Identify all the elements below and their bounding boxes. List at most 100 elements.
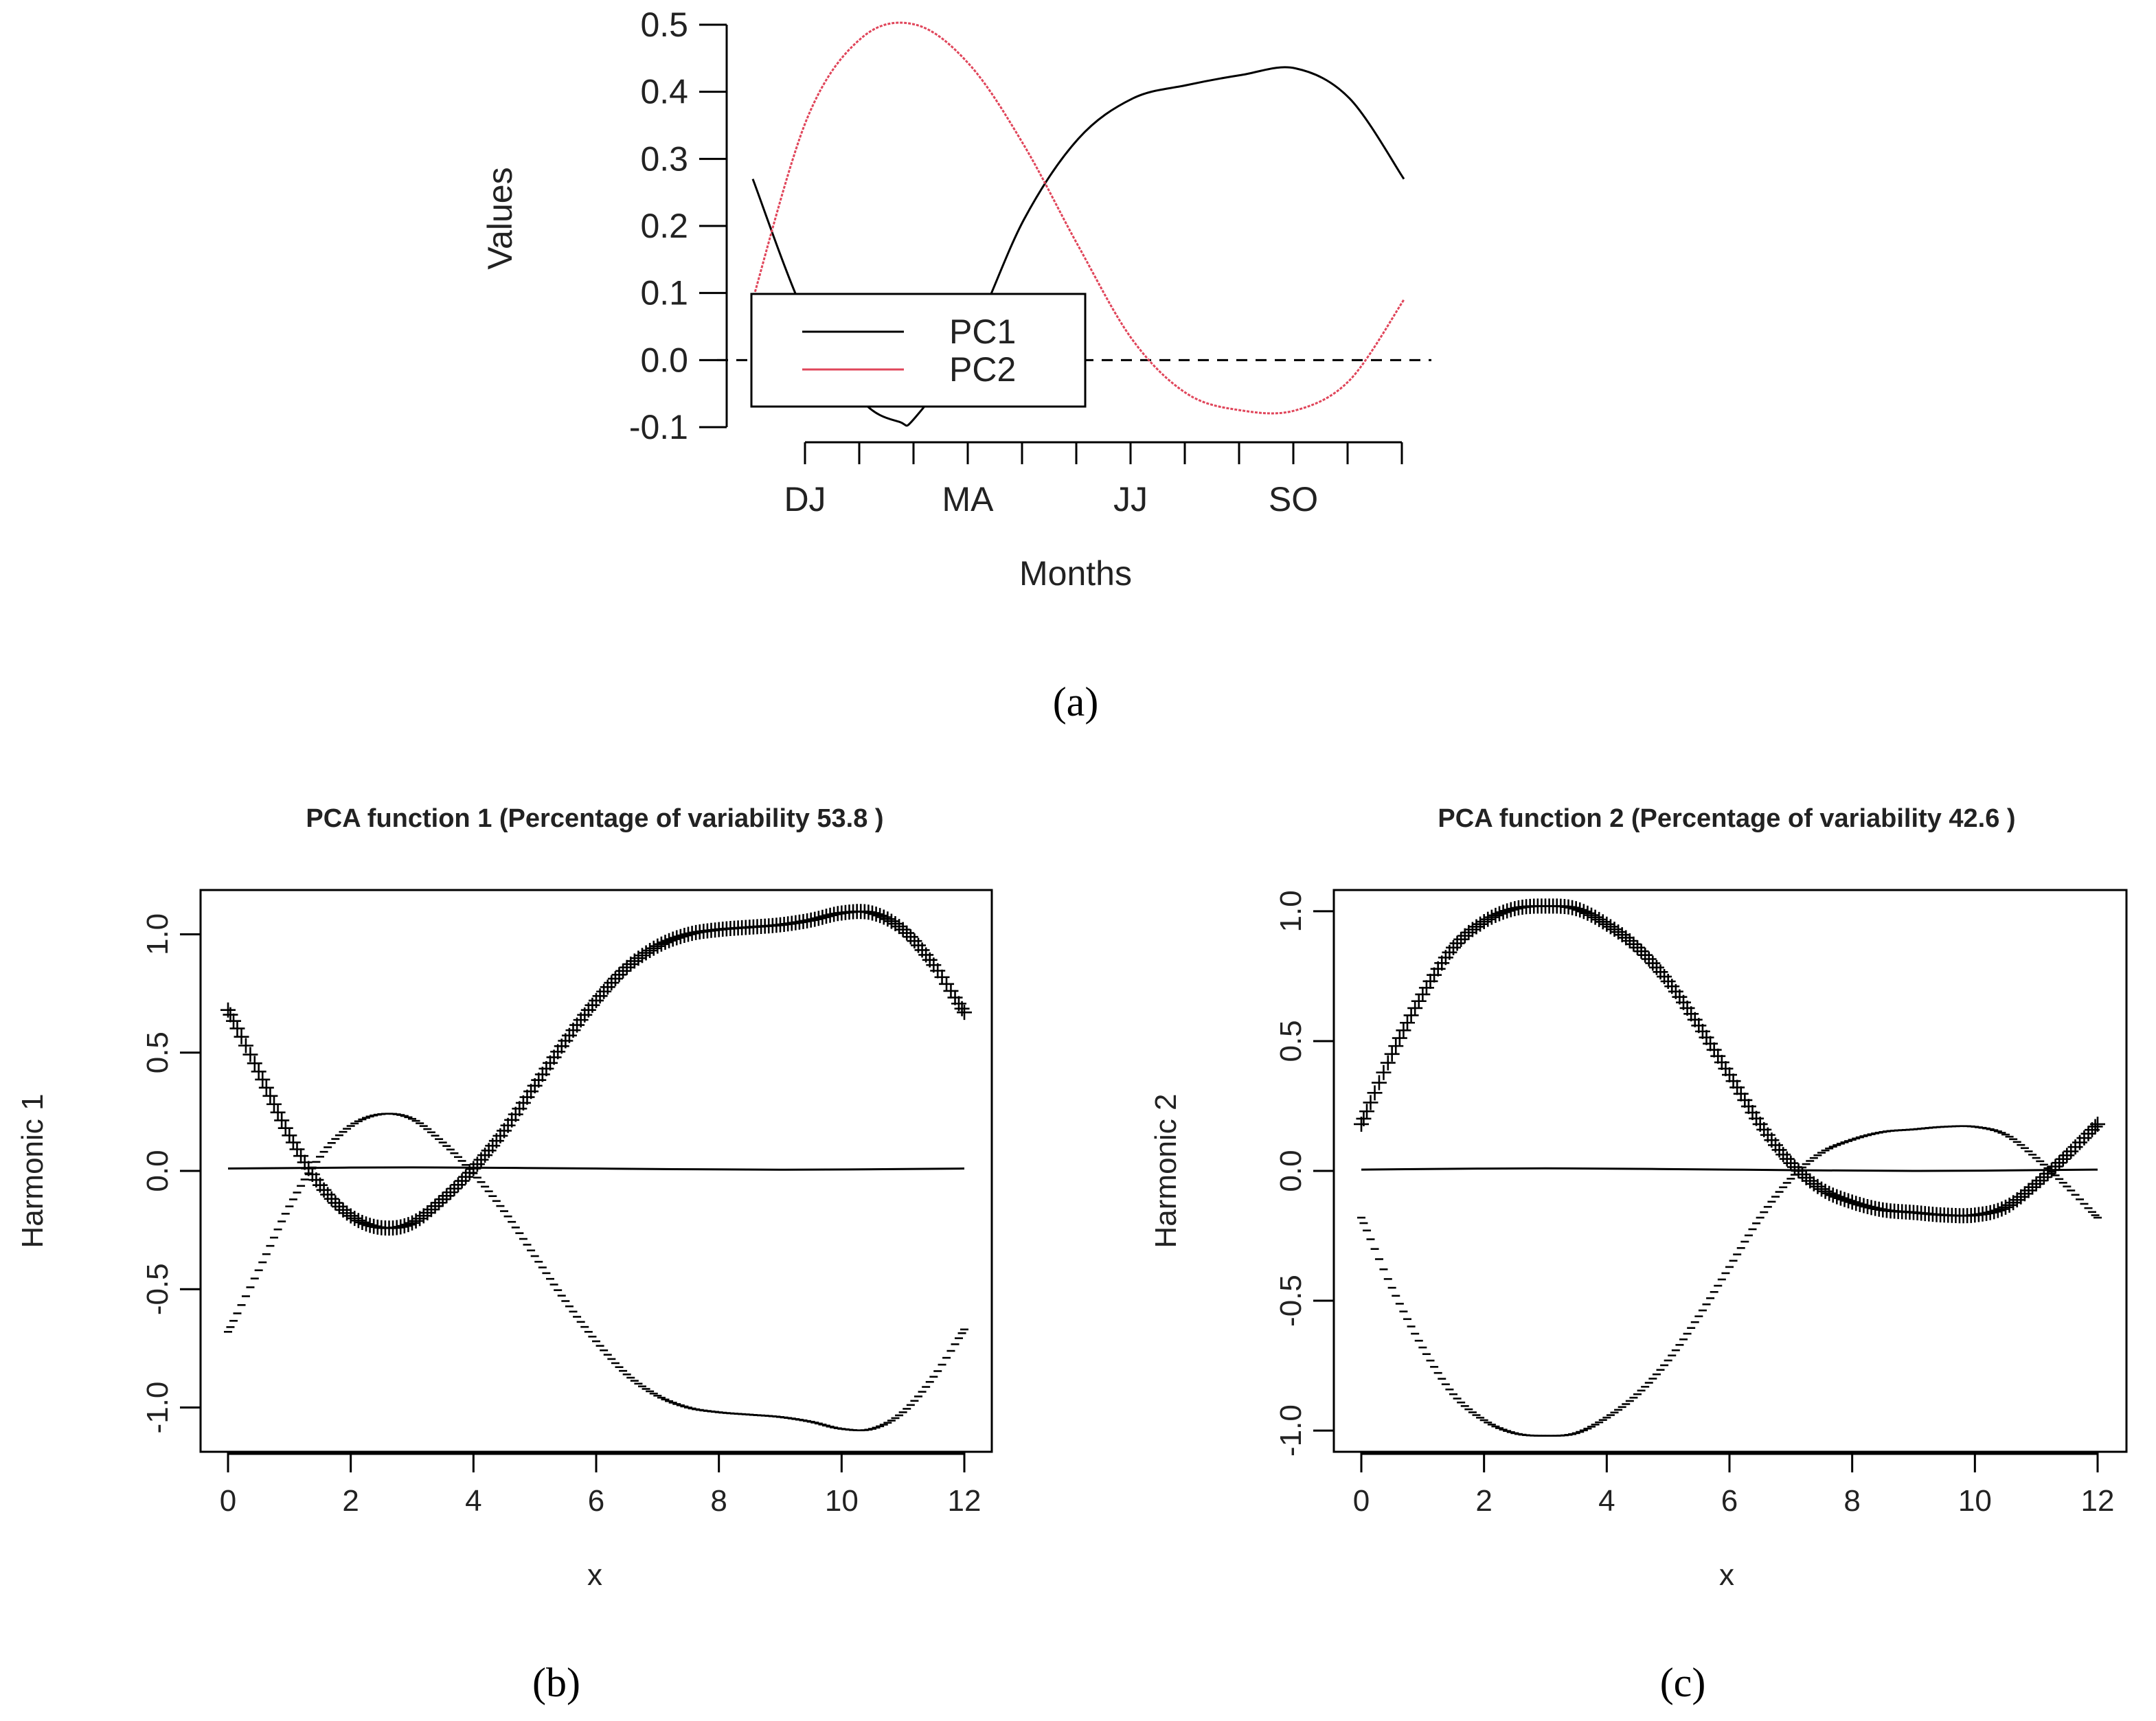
plus-marker — [2013, 1189, 2029, 1205]
plus-marker — [1602, 919, 1618, 935]
plus-marker — [451, 1177, 466, 1193]
y-tick-label-a: 0.2 — [640, 207, 688, 245]
legend-entry-pc1: PC1 — [949, 312, 1016, 351]
plus-marker — [1837, 1192, 1852, 1207]
plus-marker — [1461, 924, 1477, 940]
plus-marker — [665, 931, 681, 947]
plus-marker — [681, 926, 696, 942]
plus-marker — [604, 975, 620, 991]
plus-marker — [2009, 1192, 2025, 1208]
x-tick-label-a: JJ — [1113, 480, 1148, 518]
x-tick-label: 0 — [1353, 1484, 1370, 1518]
plus-marker — [1380, 1055, 1396, 1071]
plus-marker — [1363, 1095, 1378, 1110]
plus-marker — [1359, 1104, 1375, 1119]
y-tick-label-a: 0.4 — [640, 73, 688, 111]
mean-function-line — [1361, 1167, 2098, 1172]
x-tick-label: 4 — [465, 1484, 481, 1518]
plus-marker — [1607, 922, 1622, 937]
x-tick-label: 6 — [588, 1484, 604, 1518]
y-tick-label: 0.5 — [141, 1032, 174, 1073]
plus-marker — [289, 1141, 305, 1157]
plus-perturbation-series — [1354, 898, 2105, 1224]
plus-marker — [1740, 1099, 1756, 1115]
plus-marker — [903, 929, 918, 945]
plus-marker — [669, 930, 685, 946]
plus-marker — [408, 1213, 424, 1229]
legend-box — [750, 293, 1087, 408]
plus-marker — [1832, 1190, 1848, 1206]
y-tick-label: 1.0 — [141, 913, 174, 955]
panel-label-b: (b) — [532, 1660, 580, 1705]
plus-marker — [1783, 1155, 1799, 1171]
plus-marker — [238, 1038, 253, 1053]
chart-c: PCA function 2 (Percentage of variabilit… — [1149, 804, 2128, 1592]
plus-marker — [331, 1198, 347, 1214]
plus-marker — [347, 1211, 363, 1227]
plus-marker — [2006, 1195, 2021, 1211]
y-tick-label-a: -0.1 — [629, 408, 688, 446]
mean-function-line — [227, 1166, 965, 1171]
plus-marker — [354, 1215, 370, 1230]
minus-perturbation-series — [224, 1113, 968, 1432]
plus-marker — [1464, 922, 1480, 937]
plus-marker — [868, 907, 884, 922]
plus-marker — [1633, 944, 1649, 959]
plus-marker — [359, 1216, 374, 1232]
legend-entry-pc2: PC2 — [949, 350, 1016, 389]
plus-marker — [293, 1148, 309, 1164]
plus-marker — [343, 1208, 359, 1224]
plus-marker — [646, 940, 661, 956]
x-tick-label: 10 — [1958, 1484, 1992, 1518]
y-tick-label-a: 0.1 — [640, 274, 688, 312]
y-axis-label-b: Harmonic 1 — [16, 1094, 49, 1249]
plus-marker — [1480, 911, 1496, 927]
plus-marker — [435, 1192, 451, 1207]
plus-marker — [454, 1173, 470, 1189]
plus-marker — [1737, 1092, 1753, 1108]
plus-marker — [1392, 1030, 1407, 1046]
plus-marker — [2090, 1116, 2105, 1132]
plus-marker — [1503, 902, 1519, 918]
plus-marker — [2001, 1197, 2017, 1213]
plus-marker — [2080, 1126, 2096, 1141]
plus-marker — [1476, 914, 1492, 930]
plus-marker — [1722, 1067, 1737, 1083]
plus-marker — [1986, 1204, 2002, 1220]
plus-marker — [1618, 930, 1634, 946]
plus-marker — [258, 1080, 274, 1095]
plus-marker — [2028, 1176, 2044, 1192]
x-tick-label-a: MA — [942, 480, 995, 518]
plus-marker — [324, 1191, 339, 1207]
x-tick-label: 12 — [2081, 1484, 2115, 1518]
plus-marker — [657, 935, 673, 950]
plus-marker — [1473, 916, 1488, 932]
plus-marker — [1729, 1080, 1745, 1095]
plus-marker — [865, 905, 880, 921]
plus-marker — [1733, 1086, 1749, 1102]
plus-marker — [1699, 1029, 1714, 1045]
plus-marker — [1714, 1054, 1729, 1070]
plus-marker — [1829, 1189, 1845, 1205]
plus-marker — [1587, 909, 1603, 925]
plus-marker — [957, 1005, 972, 1021]
plus-marker — [1852, 1196, 1868, 1212]
panel-label-c: (c) — [1660, 1660, 1706, 1705]
plus-marker — [226, 1013, 242, 1029]
plus-marker — [822, 907, 838, 923]
plus-marker — [1706, 1042, 1722, 1058]
chart-title-b: PCA function 1 (Percentage of variabilit… — [306, 804, 883, 833]
plus-marker — [1449, 935, 1465, 951]
y-tick-label-a: 0.3 — [640, 139, 688, 178]
x-axis-label-c: x — [1719, 1558, 1734, 1592]
plus-marker — [661, 933, 677, 948]
plus-marker — [1388, 1038, 1404, 1054]
plus-marker — [2059, 1148, 2075, 1163]
plus-marker — [458, 1169, 474, 1185]
plus-marker — [1376, 1064, 1392, 1080]
x-tick-label: 2 — [342, 1484, 359, 1518]
plus-marker — [619, 959, 635, 975]
plus-marker — [880, 911, 896, 927]
plus-marker — [270, 1104, 286, 1120]
plus-marker — [1844, 1194, 1860, 1210]
